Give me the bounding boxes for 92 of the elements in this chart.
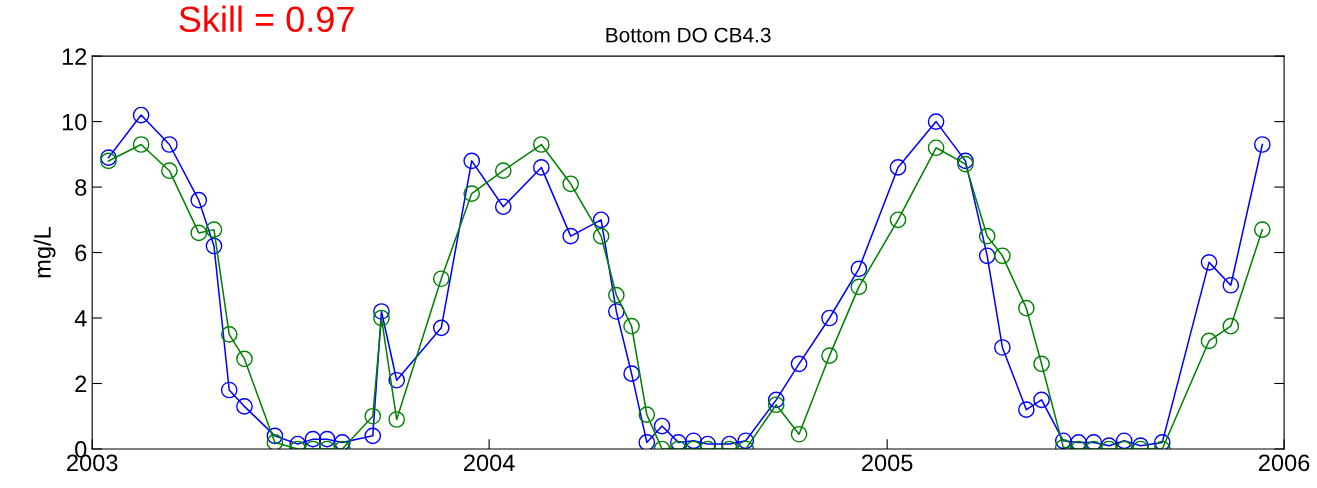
y-tick-label: 2 <box>75 375 87 393</box>
point <box>333 434 351 449</box>
chart-title: Bottom DO CB4.3 <box>606 27 771 43</box>
point <box>373 303 390 320</box>
point <box>790 355 808 373</box>
y-tick-label: 8 <box>75 179 87 196</box>
point <box>638 406 656 423</box>
point <box>623 317 640 335</box>
x-tick-label: 2005 <box>862 454 913 472</box>
point <box>463 152 481 170</box>
y-tick-label: 6 <box>75 244 87 262</box>
point <box>850 278 868 296</box>
point <box>1115 432 1133 449</box>
point <box>1253 136 1271 153</box>
point <box>236 398 253 415</box>
point <box>685 432 702 449</box>
point <box>364 407 382 425</box>
point <box>821 309 838 327</box>
point <box>638 434 656 449</box>
point <box>994 339 1011 356</box>
point <box>220 326 238 343</box>
point <box>266 434 284 449</box>
point <box>1253 221 1271 238</box>
point <box>562 227 580 245</box>
point <box>721 435 738 449</box>
point <box>318 430 336 448</box>
point <box>1033 391 1050 409</box>
point <box>1200 332 1218 350</box>
y-tick-label: 4 <box>74 310 87 327</box>
x-tick-label: 2004 <box>464 454 515 472</box>
point <box>850 260 868 278</box>
point <box>532 159 550 176</box>
point <box>978 247 996 265</box>
point <box>132 136 150 153</box>
y-axis-title: mg/L <box>33 227 56 278</box>
point <box>1200 254 1218 271</box>
point <box>889 159 907 176</box>
point <box>1153 434 1171 449</box>
point <box>304 430 322 448</box>
point <box>1018 401 1035 419</box>
point <box>494 162 512 180</box>
point <box>592 227 610 245</box>
point <box>1018 299 1035 317</box>
x-tick-label: 2006 <box>1259 454 1310 472</box>
point <box>100 149 117 166</box>
point <box>236 350 253 368</box>
point <box>994 247 1011 265</box>
point <box>532 136 550 153</box>
point <box>927 113 945 130</box>
point <box>790 425 808 443</box>
point <box>266 427 284 445</box>
point <box>767 396 785 414</box>
point <box>1085 434 1103 449</box>
point <box>608 286 625 304</box>
point <box>978 227 996 245</box>
point <box>562 175 580 193</box>
point <box>767 391 785 409</box>
point <box>1222 276 1240 294</box>
point <box>100 152 117 170</box>
point <box>388 371 406 389</box>
point <box>205 221 223 238</box>
point <box>1222 317 1240 335</box>
y-tick-label: 12 <box>62 48 87 65</box>
point <box>161 162 178 180</box>
point <box>737 432 755 449</box>
point <box>653 417 671 435</box>
point <box>1033 355 1050 373</box>
point <box>699 435 717 449</box>
point <box>889 211 907 229</box>
point <box>161 136 178 153</box>
point <box>821 347 838 364</box>
point <box>592 211 610 229</box>
point <box>373 309 390 327</box>
point <box>190 224 208 242</box>
point <box>623 365 640 382</box>
point <box>1070 434 1087 449</box>
point <box>1054 432 1072 449</box>
point <box>132 106 150 124</box>
point <box>388 411 406 428</box>
point <box>190 191 208 209</box>
point <box>463 185 481 202</box>
y-tick-label: 10 <box>62 113 87 131</box>
point <box>364 427 382 445</box>
point <box>608 303 625 320</box>
point <box>432 319 450 337</box>
point <box>205 237 223 255</box>
point <box>927 139 945 157</box>
point <box>670 434 687 449</box>
point <box>494 198 512 216</box>
point <box>220 381 238 399</box>
text: Skill = 0.97 <box>179 5 354 33</box>
point <box>432 270 450 288</box>
